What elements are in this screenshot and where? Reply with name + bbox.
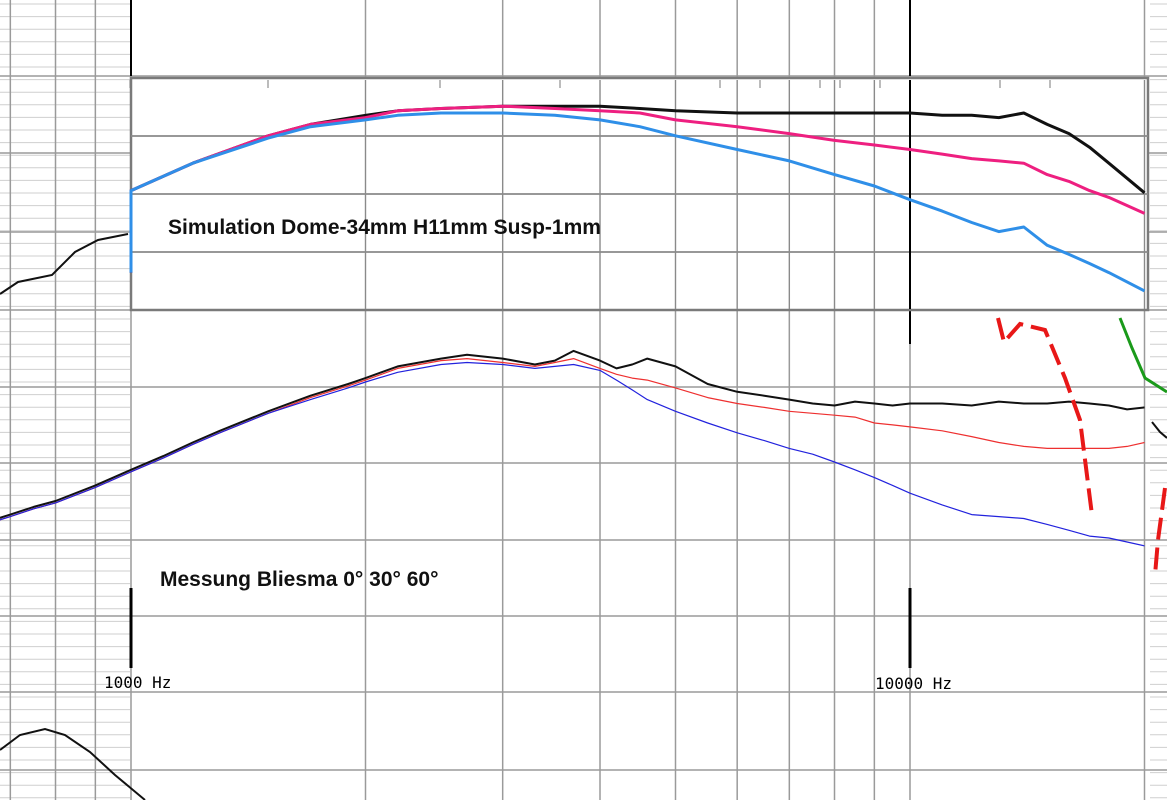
inset-title: Simulation Dome-34mm H11mm Susp-1mm xyxy=(168,216,601,239)
inset-curves xyxy=(129,104,1146,293)
measurement-series-1 xyxy=(0,349,1145,519)
inset-grid xyxy=(129,80,1148,309)
tick-label-10000: 10000 Hz xyxy=(875,674,952,693)
background-curve-fragments xyxy=(0,233,1167,800)
measurement-plot xyxy=(0,349,1145,547)
green-curve xyxy=(1118,317,1167,394)
background-curve xyxy=(1151,421,1167,439)
tick-label-1000: 1000 Hz xyxy=(104,673,171,692)
red-dashed-curve xyxy=(1153,487,1167,576)
labels: Messung Bliesma 0° 30° 60° 1000 Hz 10000… xyxy=(104,568,952,693)
red-dashed-curve xyxy=(996,317,1094,516)
background-curve xyxy=(0,233,129,295)
measurement-series-3 xyxy=(0,361,1145,547)
simulation-inset: Simulation Dome-34mm H11mm Susp-1mm xyxy=(129,76,1150,312)
background-curve xyxy=(0,727,146,800)
simulation-series-3 xyxy=(129,111,1146,293)
directivity-markers xyxy=(996,317,1167,576)
measurement-title: Messung Bliesma 0° 30° 60° xyxy=(160,568,439,591)
